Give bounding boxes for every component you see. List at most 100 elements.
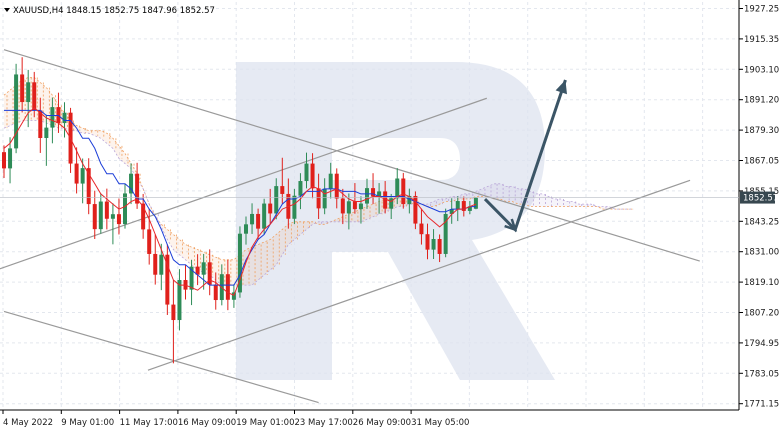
x-tick-label: 9 May 01:00: [61, 418, 114, 428]
cloud-segment: [554, 199, 561, 207]
candle-body: [147, 229, 152, 254]
candle: [141, 193, 146, 239]
candle-body: [395, 178, 400, 199]
chart-header: XAUUSD,H4 1848.15 1852.75 1847.96 1852.5…: [4, 6, 215, 16]
candle: [443, 208, 448, 258]
candle-body: [431, 239, 436, 250]
candle: [316, 173, 321, 220]
candle-body: [244, 224, 248, 234]
candle-body: [292, 195, 297, 219]
watermark-logo: [236, 62, 555, 380]
candle: [104, 188, 109, 230]
cloud-segment: [354, 209, 361, 222]
candle: [92, 190, 97, 240]
candle-body: [153, 253, 158, 275]
candle: [256, 208, 261, 240]
candle-body: [304, 163, 309, 182]
candle: [237, 226, 242, 298]
candle-body: [425, 234, 430, 250]
candle-body: [231, 292, 236, 300]
cloud-segment: [566, 201, 573, 207]
candle-body: [419, 223, 424, 235]
candle-body: [340, 198, 345, 214]
x-tick-label: 26 May 09:00: [353, 418, 411, 428]
cloud-segment: [494, 183, 501, 200]
cloud-segment: [300, 221, 307, 235]
x-tick-label: 19 May 01:00: [236, 418, 294, 428]
candle-body: [44, 127, 49, 138]
x-tick-label: 11 May 17:00: [120, 418, 178, 428]
candle: [2, 145, 6, 178]
cloud-segment: [106, 133, 113, 149]
candle-body: [195, 266, 200, 275]
candle-body: [334, 173, 339, 199]
candle-body: [92, 204, 97, 230]
candle: [352, 183, 357, 214]
candle: [207, 249, 212, 296]
senkou-span-b-line: [3, 120, 634, 286]
candle: [135, 162, 140, 209]
candles: [2, 57, 478, 364]
candle: [298, 173, 303, 210]
candle-body: [358, 203, 363, 210]
y-tick-label: 1903.10: [744, 65, 779, 75]
candle-body: [62, 112, 67, 124]
candle-body: [20, 74, 25, 103]
candle: [38, 97, 43, 153]
cloud-segment: [439, 199, 446, 205]
candle: [231, 284, 236, 308]
candle: [177, 269, 182, 331]
candle: [183, 264, 188, 300]
candle-body: [86, 168, 91, 205]
candle-body: [268, 203, 273, 214]
candle: [401, 172, 406, 209]
cloud-segment: [518, 188, 525, 205]
senkou-span-a-line: [3, 77, 634, 261]
candle-body: [328, 173, 333, 189]
candle-body: [322, 188, 327, 209]
candle-body: [110, 214, 115, 219]
candle: [262, 198, 267, 235]
x-tick-label: 23 May 17:00: [295, 418, 353, 428]
candle: [244, 216, 248, 245]
candle-body: [346, 201, 351, 214]
candle: [310, 153, 315, 199]
candle: [383, 181, 388, 214]
candle: [201, 253, 206, 290]
y-tick-label: 1867.05: [744, 157, 779, 167]
cloud-segment: [481, 186, 488, 197]
candle-body: [135, 173, 140, 204]
y-tick-label: 1819.10: [744, 278, 779, 288]
candle-body: [371, 188, 376, 197]
candle-body: [365, 188, 369, 204]
trendline-upper-ascending: [0, 97, 487, 270]
symbol-dropdown-icon[interactable]: [4, 8, 10, 12]
candle-body: [413, 195, 418, 224]
candle-body: [8, 148, 13, 169]
candle-body: [250, 213, 255, 225]
y-tick-label: 1891.20: [744, 96, 779, 106]
candle-body: [26, 82, 31, 103]
trendline-lower-ascending: [147, 179, 691, 371]
candle: [358, 196, 363, 224]
candle: [467, 201, 472, 215]
x-tick-label: 4 May 2022: [3, 418, 53, 428]
candle-body: [165, 254, 170, 305]
x-tick-label: 31 May 05:00: [411, 418, 469, 428]
candle-body: [2, 152, 6, 169]
forecast-arrow-head: [555, 80, 567, 95]
y-tick-label: 1879.30: [744, 126, 779, 136]
trendline-lower-descending: [3, 310, 319, 404]
candle: [165, 244, 170, 315]
forecast-arrow-turn: [504, 218, 518, 232]
cloud-segment: [179, 239, 186, 260]
cloud-segment: [542, 193, 549, 207]
candle-body: [98, 201, 103, 230]
cloud-segment: [125, 153, 132, 169]
candle-body: [74, 163, 79, 184]
candle: [171, 280, 176, 364]
cloud-segment: [191, 247, 198, 270]
cloud-segment: [560, 199, 567, 207]
current-price-label: 1852.57: [743, 194, 778, 204]
candle-body: [201, 262, 206, 275]
